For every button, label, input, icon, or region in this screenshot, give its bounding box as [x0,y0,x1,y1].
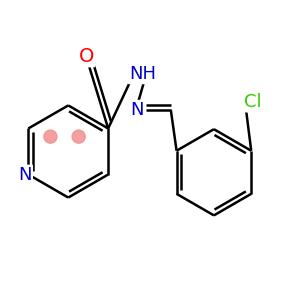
Circle shape [72,130,85,143]
Text: N: N [19,166,32,184]
Text: NH: NH [129,65,156,83]
Text: O: O [78,47,94,66]
Text: N: N [130,101,143,119]
Circle shape [44,130,57,143]
Text: Cl: Cl [244,93,261,111]
